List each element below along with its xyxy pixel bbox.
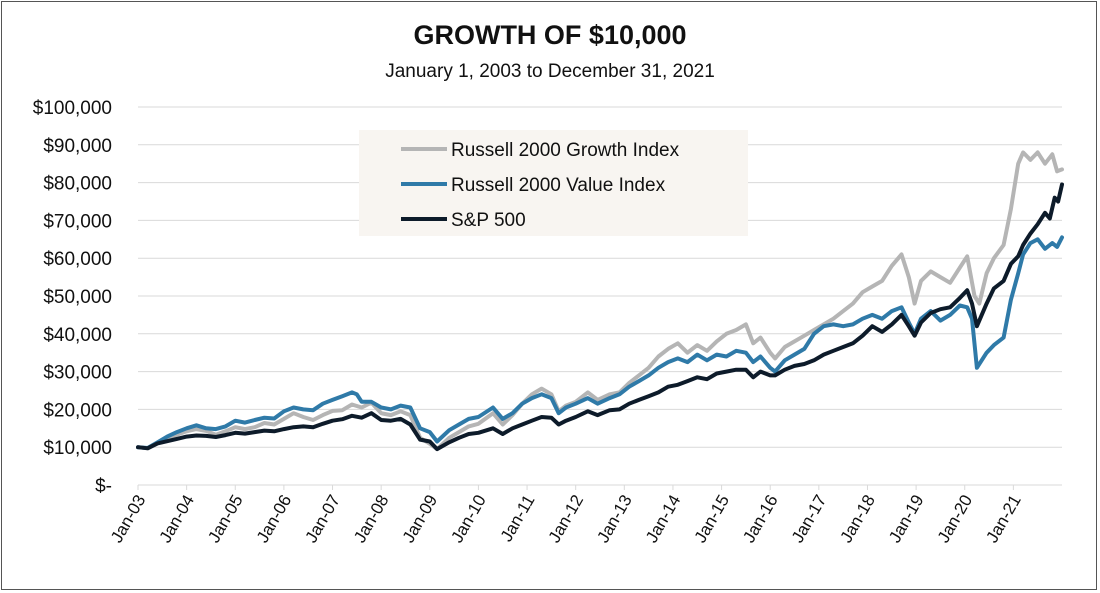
y-tick-label: $80,000 (43, 174, 112, 195)
x-tick-label: Jan-04 (156, 492, 198, 547)
x-tick-label: Jan-19 (885, 492, 927, 547)
series-lines (136, 150, 1064, 452)
y-tick-label: $70,000 (43, 211, 112, 232)
x-tick-label: Jan-13 (593, 492, 635, 547)
x-tick-label: Jan-06 (253, 492, 295, 547)
y-tick-label: $90,000 (43, 136, 112, 157)
x-tick-label: Jan-10 (447, 491, 489, 546)
series-line-2 (136, 182, 1064, 452)
chart-subtitle: January 1, 2003 to December 31, 2021 (385, 61, 715, 82)
x-tick-label: Jan-07 (302, 492, 344, 547)
legend: Russell 2000 Growth Index Russell 2000 Va… (359, 130, 748, 236)
x-tick-label: Jan-12 (545, 492, 587, 547)
x-tick-label: Jan-15 (691, 492, 733, 547)
y-tick-label: $50,000 (43, 287, 112, 308)
y-axis-ticks: $- $10,000 $20,000 $30,000 $40,000 $50,000 $60… (33, 98, 112, 497)
x-tick-label: Jan-18 (836, 492, 878, 547)
x-axis-ticks: Jan-03 Jan-04 Jan-05 Jan-06 Jan-07 Jan-08 Jan-… (107, 485, 1025, 546)
legend-label: Russell 2000 Growth Index (451, 140, 680, 161)
legend-label: S&P 500 (451, 210, 526, 231)
x-tick-label: Jan-14 (642, 492, 684, 547)
y-tick-label: $10,000 (43, 438, 112, 459)
y-tick-label: $40,000 (43, 325, 112, 346)
x-tick-label: Jan-05 (204, 492, 246, 547)
y-tick-label: $60,000 (43, 249, 112, 270)
y-tick-label: $30,000 (43, 363, 112, 384)
x-tick-label: Jan-21 (982, 492, 1024, 547)
y-tick-label: $- (95, 476, 112, 497)
x-tick-label: Jan-16 (739, 492, 781, 547)
legend-label: Russell 2000 Value Index (451, 175, 666, 196)
series-line-0 (136, 150, 1064, 452)
x-tick-label: Jan-08 (350, 492, 392, 547)
x-tick-label: Jan-17 (788, 492, 830, 547)
x-tick-label: Jan-11 (497, 492, 539, 545)
chart-title: GROWTH OF $10,000 (413, 20, 687, 50)
x-tick-label: Jan-20 (934, 492, 976, 547)
y-tick-label: $100,000 (33, 98, 112, 119)
x-tick-label: Jan-03 (107, 492, 149, 547)
series-line-1 (136, 235, 1064, 450)
y-tick-label: $20,000 (43, 400, 112, 421)
x-tick-label: Jan-09 (399, 492, 441, 547)
